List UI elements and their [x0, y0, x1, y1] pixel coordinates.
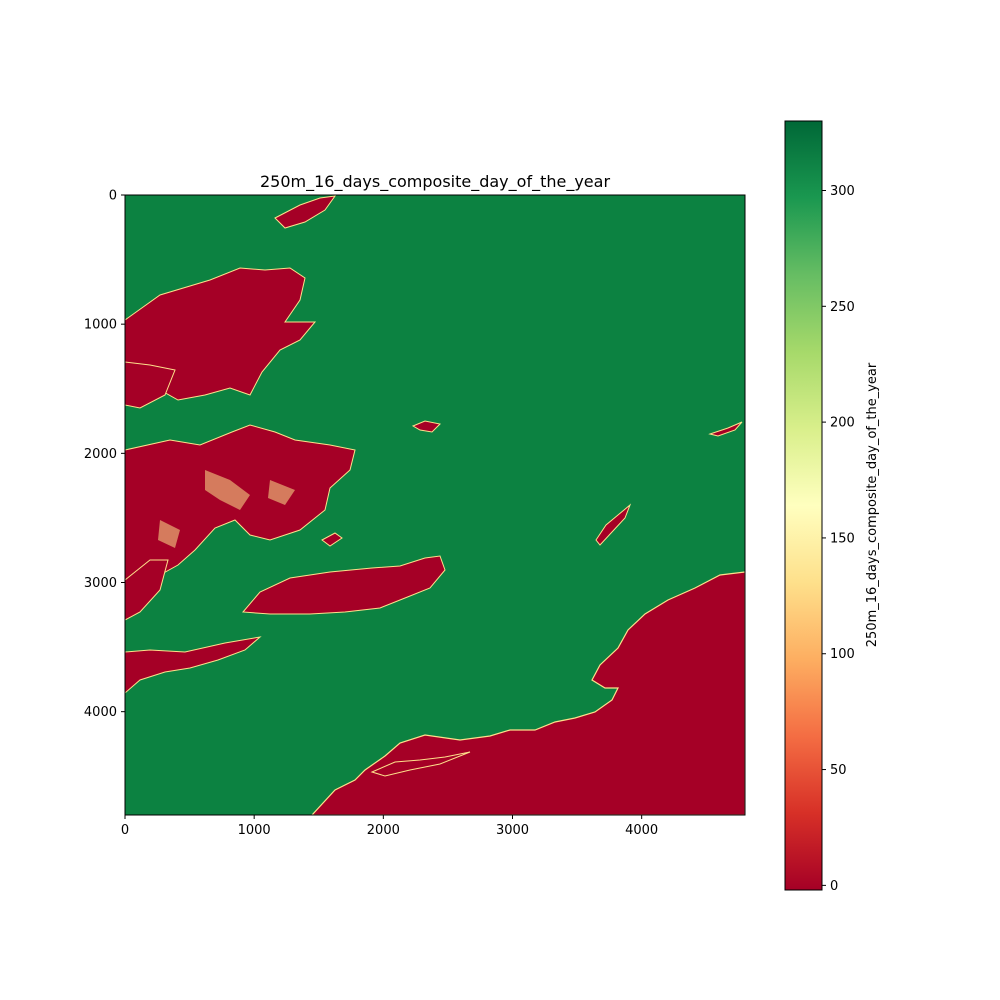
x-axis-ticks: 0 1000 2000 3000 4000	[121, 815, 658, 838]
region-upper-left-fringe	[125, 361, 176, 409]
region-lower-left-island	[125, 636, 262, 694]
region-central-speckle	[158, 470, 295, 548]
y-tick-label: 1000	[84, 318, 117, 333]
region-lower-right-mass	[311, 571, 745, 815]
x-tick-label: 0	[121, 823, 129, 838]
region-lower-right-peninsula	[370, 751, 471, 777]
chart-title: 250m_16_days_composite_day_of_the_year	[260, 172, 610, 192]
x-tick-label: 1000	[238, 823, 271, 838]
region-top-islands	[274, 195, 337, 229]
y-axis-ticks: 0 1000 2000 3000 4000	[84, 189, 125, 720]
colorbar-tick-label: 300	[830, 184, 855, 199]
region-small-blob-2600	[595, 503, 632, 546]
x-tick-label: 2000	[367, 823, 400, 838]
colorbar	[784, 120, 823, 891]
region-left-island-3200	[241, 555, 446, 615]
colorbar-tick-label: 100	[830, 647, 855, 662]
x-tick-label: 4000	[625, 823, 658, 838]
x-tick-label: 3000	[496, 823, 529, 838]
region-small-island-540	[321, 532, 343, 547]
y-tick-label: 3000	[84, 576, 117, 591]
colorbar-label: 250m_16_days_composite_day_of_the_year	[865, 362, 880, 647]
colorbar-tick-label: 150	[830, 531, 855, 546]
plot-frame	[124, 194, 746, 816]
region-left-edge-mass	[125, 559, 169, 621]
y-tick-label: 0	[109, 189, 117, 204]
colorbar-ticks: 0 50 100 150 200 250 300	[822, 184, 855, 894]
y-tick-label: 4000	[84, 705, 117, 720]
colorbar-tick-label: 200	[830, 416, 855, 431]
region-central-left-island	[125, 424, 356, 601]
colorbar-tick-label: 0	[830, 879, 838, 894]
heatmap-image	[125, 195, 745, 815]
y-tick-label: 2000	[84, 447, 117, 462]
region-small-blob-right	[708, 421, 743, 437]
region-small-blob-1780	[411, 420, 442, 433]
colorbar-tick-label: 250	[830, 300, 855, 315]
colorbar-tick-label: 50	[830, 763, 847, 778]
